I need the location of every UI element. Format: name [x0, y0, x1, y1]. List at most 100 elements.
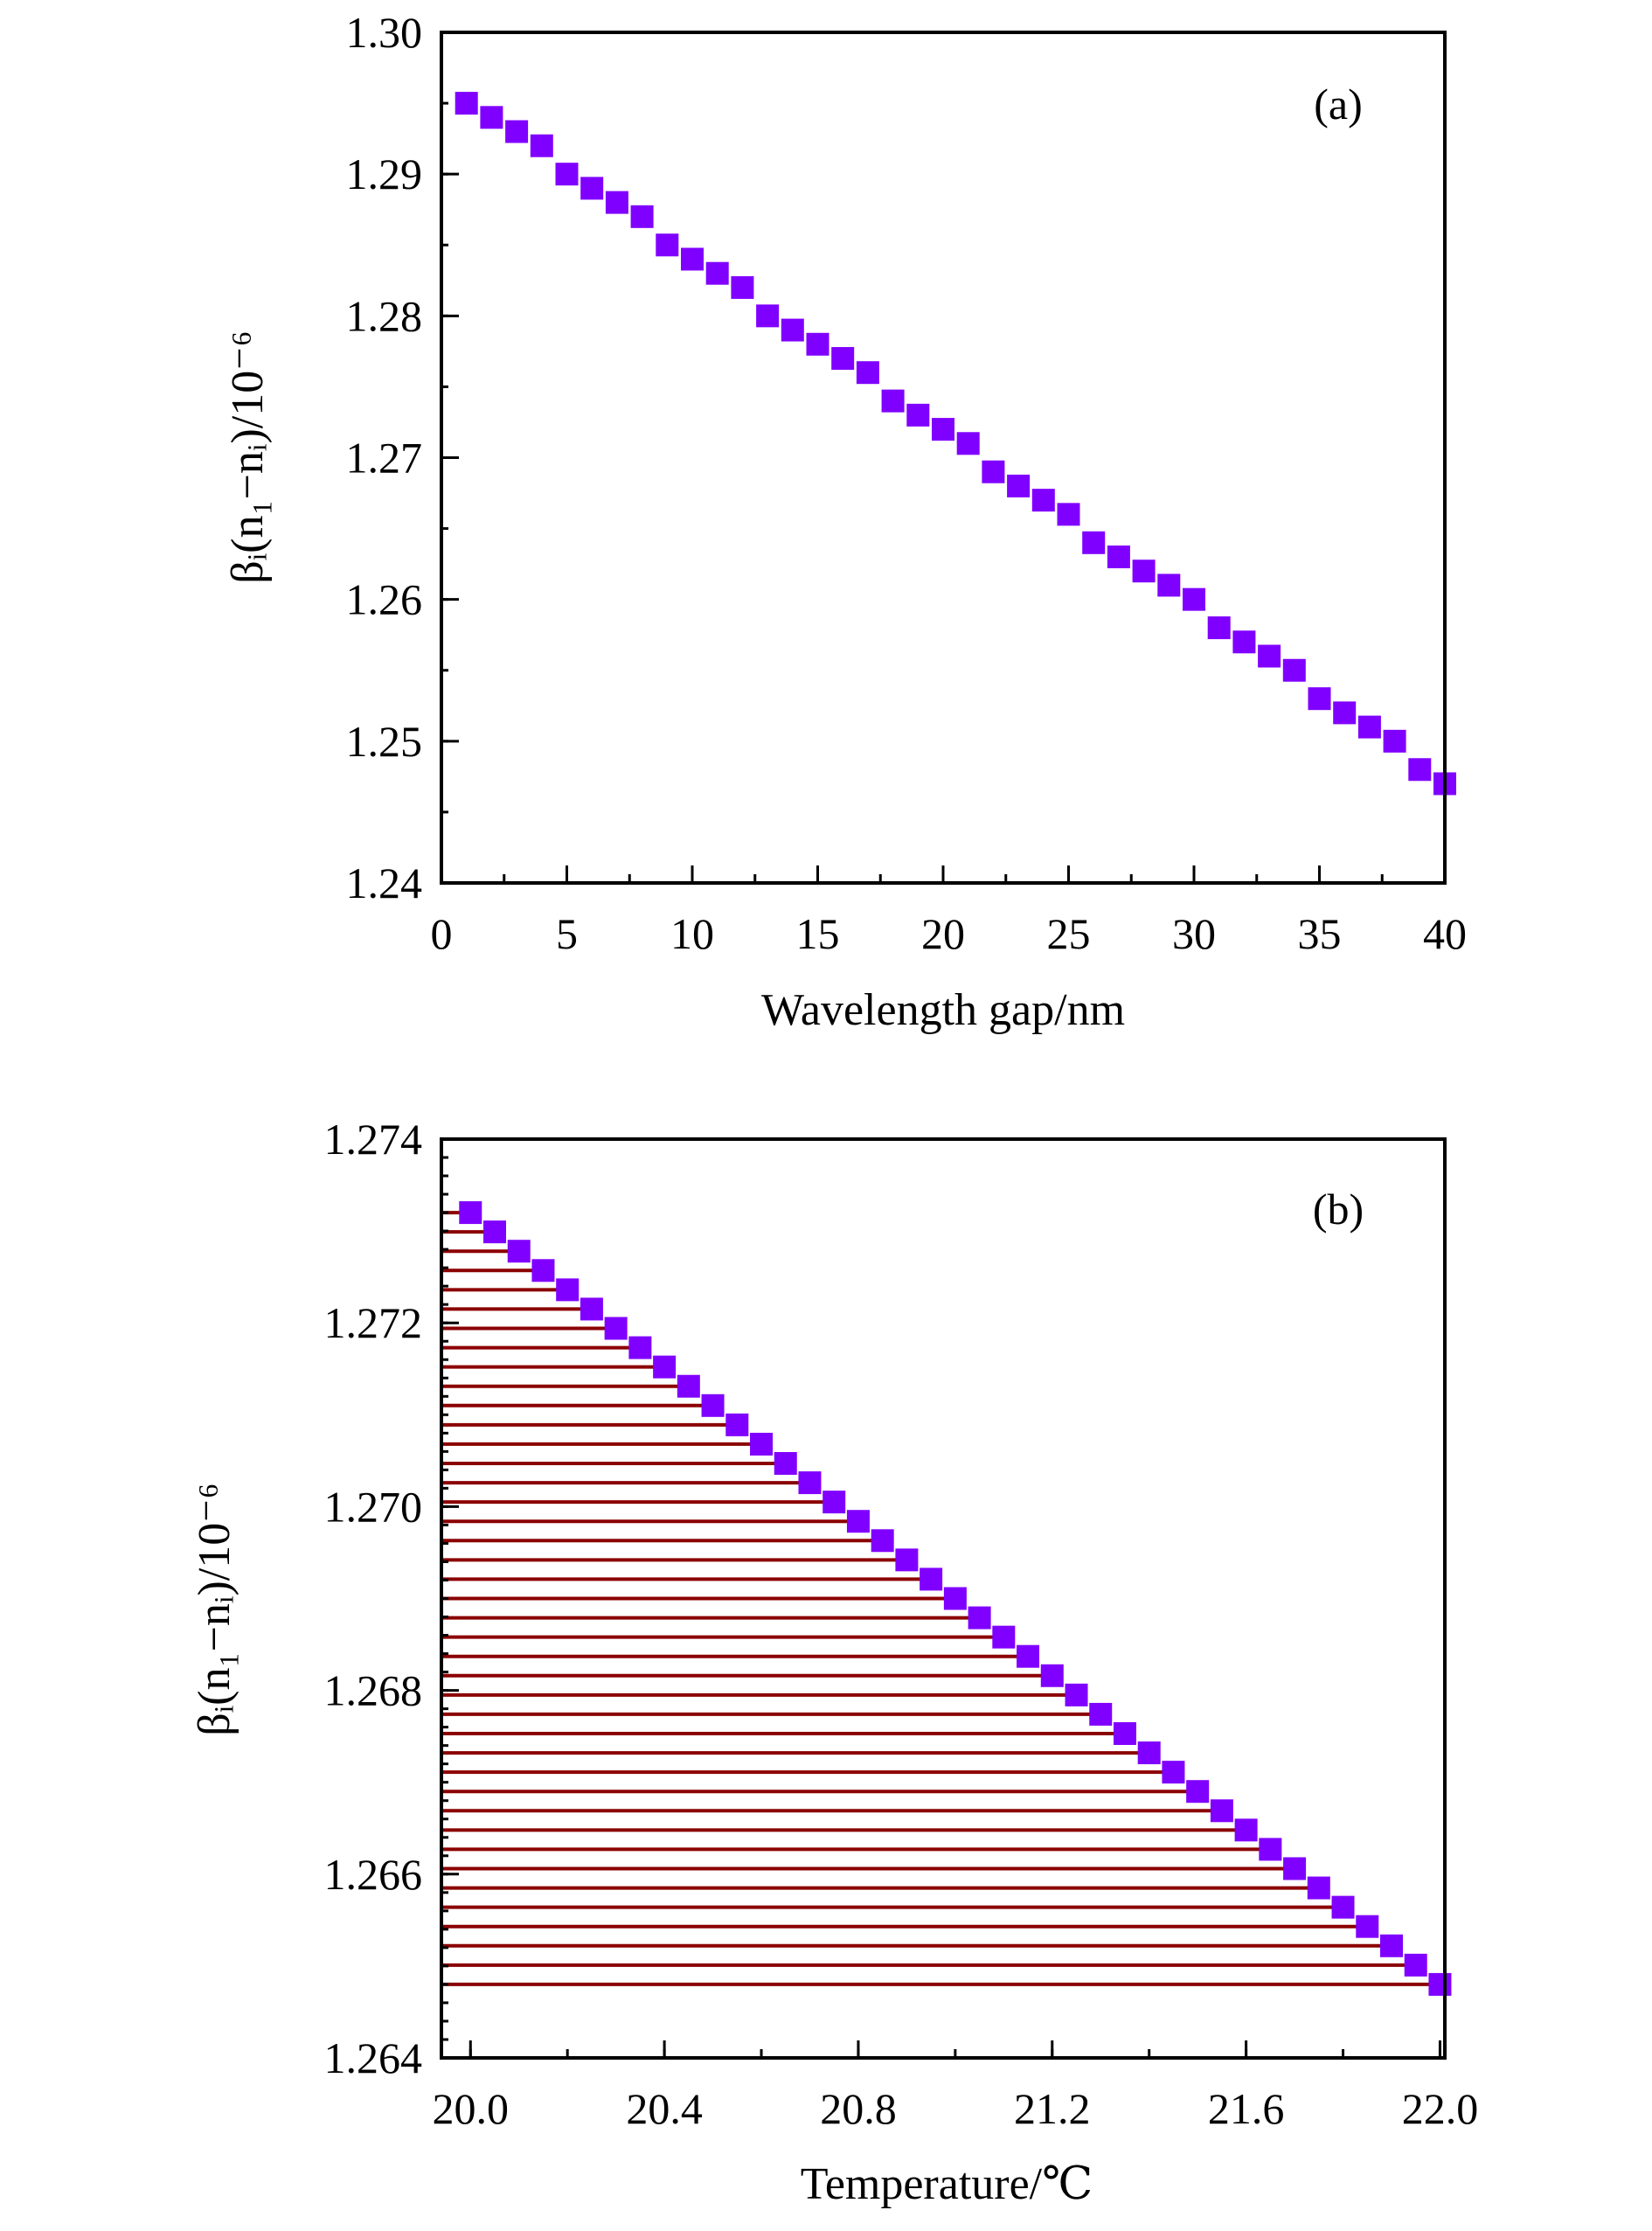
data-point-marker — [455, 92, 478, 115]
data-point-marker — [831, 346, 855, 370]
data-point-marker — [1258, 644, 1281, 668]
y-tick-label: 1.270 — [324, 1482, 423, 1531]
data-point-marker — [1007, 474, 1031, 497]
data-point-marker — [798, 1471, 822, 1495]
data-point-marker — [881, 389, 905, 413]
data-point-marker — [656, 233, 679, 257]
data-point-marker — [943, 1587, 967, 1610]
data-point-marker — [823, 1491, 846, 1514]
data-point-marker — [781, 318, 804, 342]
x-tick-label: 20.0 — [433, 2084, 510, 2133]
data-point-marker — [846, 1510, 870, 1533]
data-point-marker — [1308, 687, 1331, 711]
x-tick-label: 22.0 — [1402, 2084, 1479, 2133]
data-point-marker — [480, 106, 503, 129]
panel-a-frame — [440, 31, 1447, 885]
x-tick-label: 30 — [1172, 909, 1216, 958]
x-tick-label: 21.6 — [1208, 2084, 1285, 2133]
y-tick-label: 1.264 — [324, 2033, 423, 2082]
data-point-marker — [1234, 1818, 1258, 1842]
data-point-marker — [531, 1259, 555, 1282]
y-tick-label: 1.25 — [346, 717, 423, 766]
data-point-marker — [507, 1240, 531, 1263]
panel-a-ylabel: βᵢ(n₁−nᵢ)/10⁻⁶ — [223, 330, 273, 584]
y-tick-label: 1.27 — [346, 434, 423, 483]
panel-a-ticks: 0 5 10 15 20 25 30 35 40 1.24 1.25 1.26 1.27 1.28 1.29… — [346, 8, 1468, 958]
data-point-marker — [1162, 1761, 1185, 1784]
data-point-marker — [956, 432, 980, 455]
data-point-marker — [630, 205, 654, 228]
y-tick-label: 1.30 — [346, 8, 423, 57]
data-point-marker — [1157, 573, 1181, 597]
data-point-marker — [756, 304, 780, 328]
data-point-marker — [1283, 1857, 1307, 1880]
data-point-marker — [806, 332, 829, 356]
data-point-marker — [653, 1355, 677, 1379]
data-point-marker — [1232, 630, 1256, 654]
data-point-marker — [1259, 1838, 1282, 1861]
data-point-marker — [1210, 1799, 1233, 1823]
data-point-marker — [731, 275, 754, 299]
data-point-marker — [580, 1297, 603, 1321]
data-point-marker — [1207, 616, 1231, 640]
data-point-marker — [1282, 658, 1306, 682]
y-tick-label: 1.268 — [324, 1666, 423, 1715]
y-tick-label: 1.26 — [346, 575, 423, 624]
data-point-marker — [1357, 715, 1381, 739]
x-tick-label: 20.4 — [626, 2084, 703, 2133]
x-tick-label: 15 — [796, 909, 840, 958]
y-tick-label: 1.24 — [346, 858, 423, 907]
data-point-marker — [932, 418, 954, 441]
x-tick-label: 21.2 — [1014, 2084, 1091, 2133]
data-point-marker — [750, 1432, 774, 1456]
data-point-marker — [1383, 729, 1406, 753]
data-point-marker — [1307, 1876, 1330, 1900]
data-point-marker — [556, 1278, 580, 1302]
data-point-marker — [681, 247, 704, 271]
panel-b-ylabel: βᵢ(n₁−nᵢ)/10⁻⁶ — [190, 1483, 239, 1736]
data-point-marker — [871, 1529, 894, 1553]
x-tick-label: 35 — [1298, 909, 1342, 958]
y-tick-label: 1.272 — [324, 1298, 423, 1347]
data-point-marker — [1057, 503, 1080, 526]
data-point-marker — [992, 1625, 1016, 1649]
data-point-marker — [628, 1336, 652, 1359]
data-point-marker — [1428, 1972, 1452, 1996]
data-point-marker — [604, 1317, 628, 1340]
x-tick-label: 5 — [556, 909, 578, 958]
data-point-marker — [483, 1220, 507, 1244]
data-point-marker — [1113, 1721, 1136, 1745]
panel-b-label: (b) — [1313, 1185, 1364, 1234]
x-tick-label: 10 — [670, 909, 714, 958]
data-point-marker — [505, 120, 529, 143]
data-point-marker — [856, 361, 879, 385]
data-point-marker — [1017, 1644, 1040, 1668]
panel-a-marks — [455, 92, 1456, 796]
data-point-marker — [605, 191, 628, 214]
data-point-marker — [920, 1567, 943, 1591]
panel-b: 20.0 20.4 20.8 21.2 21.6 22.0 1.264 1.266 1.268 1… — [190, 1115, 1478, 2209]
data-point-marker — [1356, 1915, 1379, 1938]
data-point-marker — [1183, 587, 1205, 611]
data-point-marker — [1408, 758, 1432, 782]
data-point-marker — [530, 134, 553, 157]
x-tick-label: 20.8 — [820, 2084, 897, 2133]
panel-a: 0 5 10 15 20 25 30 35 40 1.24 1.25 1.26 1.27 1.28 1.29… — [223, 8, 1467, 1035]
x-tick-label: 25 — [1047, 909, 1091, 958]
data-point-marker — [1082, 531, 1106, 554]
panel-a-label: (a) — [1314, 80, 1363, 129]
data-point-marker — [1137, 1741, 1161, 1765]
panel-a-xlabel: Wavelength gap/nm — [761, 985, 1125, 1035]
data-point-marker — [968, 1606, 991, 1630]
data-point-marker — [677, 1374, 700, 1398]
data-point-marker — [580, 177, 604, 200]
x-tick-label: 20 — [921, 909, 965, 958]
data-point-marker — [1065, 1683, 1088, 1706]
y-tick-label: 1.274 — [324, 1115, 423, 1164]
data-point-marker — [906, 403, 930, 427]
data-point-marker — [1089, 1702, 1113, 1726]
data-point-marker — [701, 1394, 725, 1417]
y-tick-label: 1.28 — [346, 291, 423, 340]
data-point-marker — [1132, 559, 1156, 583]
